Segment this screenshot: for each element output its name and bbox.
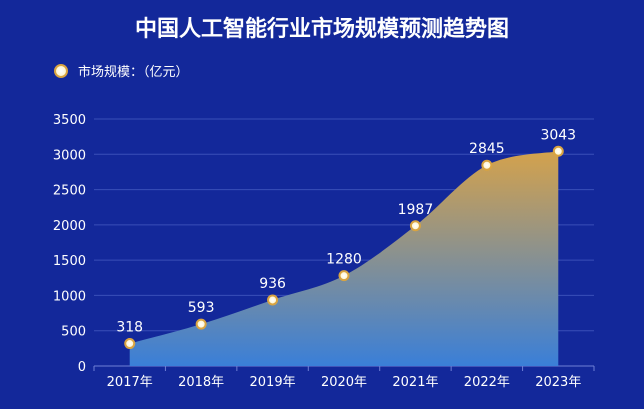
legend-label: 市场规模：（亿元） xyxy=(78,64,189,80)
data-point xyxy=(267,294,279,306)
x-tick-label: 2018年 xyxy=(178,375,224,390)
y-tick-label: 2000 xyxy=(53,219,86,234)
y-tick-label: 3500 xyxy=(53,113,86,128)
data-label: 936 xyxy=(259,276,286,292)
y-tick-label: 3000 xyxy=(53,148,86,163)
data-point xyxy=(481,159,493,171)
data-labels: 318 593 936 1280 1987 2845 3043 xyxy=(116,127,576,335)
legend-marker xyxy=(54,64,68,78)
x-tick-label: 2023年 xyxy=(535,375,581,390)
x-tick-label: 2022年 xyxy=(464,375,510,390)
data-label: 3043 xyxy=(540,127,576,143)
chart-title: 中国人工智能行业市场规模预测趋势图 xyxy=(135,16,509,42)
data-label: 2845 xyxy=(469,141,505,157)
data-label: 318 xyxy=(116,320,143,336)
series-market-size xyxy=(124,145,564,366)
data-point xyxy=(195,318,207,330)
y-tick-label: 0 xyxy=(78,360,86,375)
x-tick-label: 2020年 xyxy=(321,375,367,390)
data-label: 1280 xyxy=(326,252,362,268)
data-point xyxy=(552,145,564,157)
y-axis: 0 500 1000 1500 2000 2500 3000 3500 xyxy=(53,113,86,375)
x-tick-label: 2017年 xyxy=(107,375,153,390)
y-tick-label: 2500 xyxy=(53,184,86,199)
data-label: 1987 xyxy=(398,202,434,218)
legend: 市场规模：（亿元） xyxy=(54,64,189,80)
data-point xyxy=(409,220,421,232)
y-tick-label: 1500 xyxy=(53,254,86,269)
data-point xyxy=(124,338,136,350)
y-tick-label: 500 xyxy=(61,325,86,340)
grid xyxy=(94,118,594,332)
x-axis: 2017年 2018年 2019年 2020年 2021年 2022年 2023年 xyxy=(93,365,595,390)
x-tick-label: 2019年 xyxy=(250,375,296,390)
data-label: 593 xyxy=(188,300,215,316)
data-point xyxy=(338,270,350,282)
x-tick-label: 2021年 xyxy=(392,375,438,390)
y-tick-label: 1000 xyxy=(53,289,86,304)
series-area xyxy=(129,151,559,366)
